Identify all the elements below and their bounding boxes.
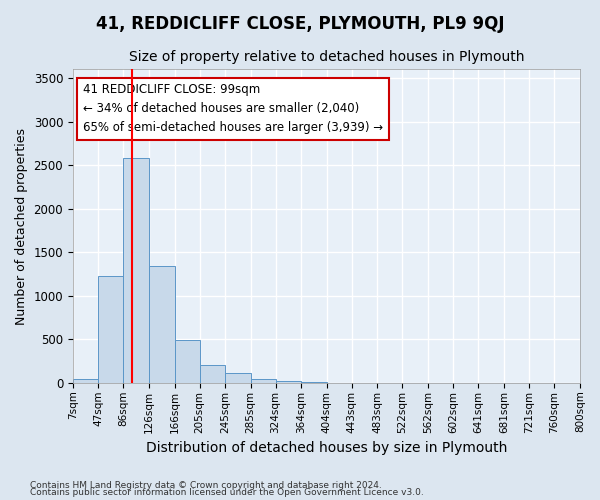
Bar [225, 374, 251, 383]
Bar [200, 366, 225, 383]
Bar [73, 378, 98, 383]
Bar [149, 266, 175, 383]
Bar [124, 158, 149, 383]
Title: Size of property relative to detached houses in Plymouth: Size of property relative to detached ho… [129, 50, 524, 64]
Text: Contains HM Land Registry data © Crown copyright and database right 2024.: Contains HM Land Registry data © Crown c… [30, 480, 382, 490]
X-axis label: Distribution of detached houses by size in Plymouth: Distribution of detached houses by size … [146, 441, 507, 455]
Bar [98, 276, 124, 383]
Y-axis label: Number of detached properties: Number of detached properties [15, 128, 28, 324]
Bar [275, 381, 301, 383]
Text: 41 REDDICLIFF CLOSE: 99sqm
← 34% of detached houses are smaller (2,040)
65% of s: 41 REDDICLIFF CLOSE: 99sqm ← 34% of deta… [83, 84, 383, 134]
Text: 41, REDDICLIFF CLOSE, PLYMOUTH, PL9 9QJ: 41, REDDICLIFF CLOSE, PLYMOUTH, PL9 9QJ [96, 15, 504, 33]
Text: Contains public sector information licensed under the Open Government Licence v3: Contains public sector information licen… [30, 488, 424, 497]
Bar [175, 340, 200, 383]
Bar [251, 378, 275, 383]
Bar [301, 382, 327, 383]
